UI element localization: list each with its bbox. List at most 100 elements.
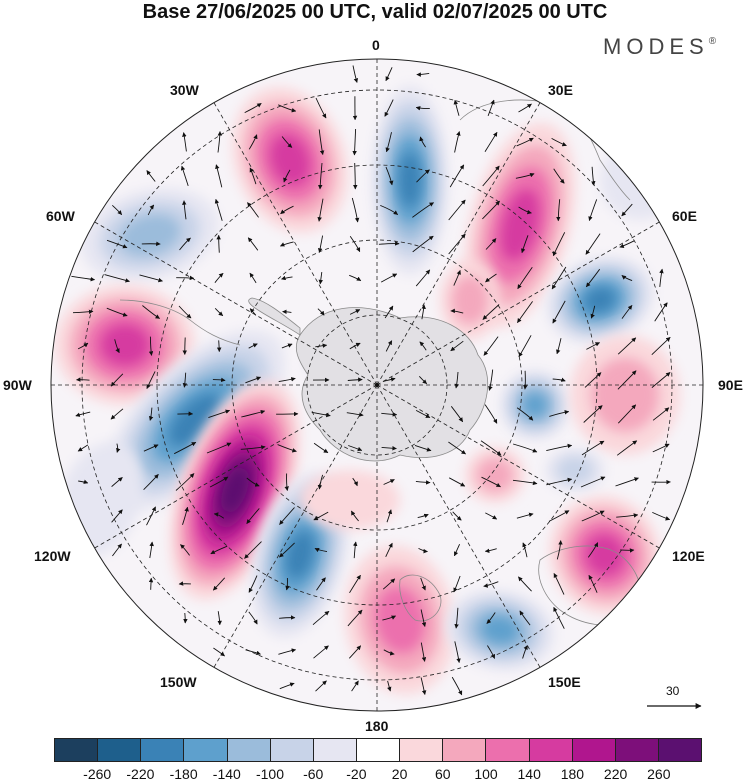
wind-vector-arrow [279,682,295,690]
positive-anomaly-contour [476,457,514,493]
lon-label-60e: 60E [672,208,697,224]
colorbar-bin [356,739,401,761]
wind-vector-arrow [278,104,297,113]
wind-vector-arrow [484,131,498,152]
wind-vector-arrow [71,275,96,282]
wind-vector-arrow [415,480,431,485]
wind-vector-arrow [353,162,358,190]
wind-vector-arrow [551,266,567,290]
wind-vector-arrow [248,611,258,625]
wind-vector-arrow [584,372,602,388]
wind-vector-arrow [217,131,223,153]
wind-vector-arrow [352,541,358,559]
wind-vector-arrow [516,407,534,421]
wind-vector-arrow [147,204,155,216]
wind-vector-arrow [415,106,430,111]
wind-vector-arrow [480,440,502,456]
positive-anomaly-contour [100,324,150,366]
colorbar-bin [227,739,271,761]
wind-vector-arrow [285,577,290,591]
wind-vector-arrow [556,338,562,355]
positive-anomaly-contour [591,358,659,432]
wind-vector-arrow [146,506,156,526]
wind-vector-arrow [380,204,399,215]
wind-vector-arrow [419,341,427,351]
wind-vector-arrow [385,67,393,82]
brand-name: MODES [603,34,709,59]
wind-vector-arrow [483,581,499,588]
colorbar-bin [400,739,444,761]
negative-anomaly-contour [169,394,221,446]
wind-vector-arrow [352,65,359,83]
wind-vector-arrow [556,199,561,222]
wind-vector-arrow [316,577,326,591]
wind-vector-arrow [518,103,532,113]
wind-vector-arrow [616,440,638,456]
wind-vector-arrow [182,132,187,152]
wind-vector-arrow [346,412,364,417]
wind-vector-arrow [244,541,262,559]
wind-vector-arrow [349,309,361,315]
wind-vector-arrow [551,138,567,147]
graticule [51,59,703,711]
wind-vector-arrow [383,479,395,485]
wind-vector-arrow [652,407,670,421]
wind-vector-arrow [580,476,606,488]
wind-vector-arrow [173,441,197,455]
wind-vector-arrow [278,648,297,655]
meridian-line [376,102,541,386]
wind-vector-arrow [416,169,430,183]
map-disc [51,59,703,711]
wind-vector-arrow [381,412,398,417]
wind-vector-arrow [175,473,195,491]
wind-vector-arrow [280,205,294,215]
wind-vector-arrow [279,542,295,558]
lon-label-120e: 120E [672,548,705,564]
wind-vector-arrow [621,203,633,217]
colorbar-bin [98,739,142,761]
wind-vector-arrow [351,510,359,522]
wind-vector-arrow [585,268,601,288]
wind-vector-arrow [318,129,325,156]
wind-vector-arrow [279,615,296,620]
wind-vector-arrow [552,300,566,324]
wind-vector-arrow [284,473,289,491]
wind-vector-arrow [419,136,426,148]
wind-vector-arrow [586,342,601,350]
wind-vector-arrow [384,99,394,117]
wind-vector-arrow [245,376,262,384]
wind-vector-arrow [378,241,400,246]
latitude-circle [231,239,523,531]
lon-label-30w: 30W [170,82,199,98]
colorbar-tick-label: -20 [346,766,367,782]
colorbar-tick-label: 220 [603,766,628,782]
wind-vector-arrow [659,268,664,287]
reference-vector-arrow [647,703,702,709]
wind-vector-arrow [247,237,259,251]
colorbar-bin [572,739,616,761]
wind-vector-arrow [415,269,431,287]
wind-vector-arrow [104,274,130,283]
positive-anomaly-contour [269,134,311,186]
negative-anomaly-contour [286,531,314,579]
colorbar-tick-label: 180 [560,766,585,782]
wind-vector-arrow [282,309,292,314]
wind-vector-arrow [384,305,394,319]
colorbar-bin [615,739,659,761]
wind-vector-arrow [549,410,570,417]
wind-vector-arrow [146,170,156,182]
wind-vector-arrow [482,304,500,320]
wind-vector-arrow [75,411,91,417]
wind-vector-arrow [279,507,295,525]
colorbar-tick-label: -260 [83,766,112,782]
wind-vector-arrow [651,372,671,388]
positive-anomaly-contour [375,586,425,654]
wind-vector-arrow [383,649,395,656]
wind-vector-arrow [352,128,357,156]
wind-vector-arrow [214,272,224,283]
wind-vector-arrow [518,576,532,592]
wind-vector-arrow [278,377,296,383]
positive-anomaly-contour [300,470,400,530]
wind-vector-arrow [111,509,123,523]
negative-anomaly-contour [119,214,181,256]
